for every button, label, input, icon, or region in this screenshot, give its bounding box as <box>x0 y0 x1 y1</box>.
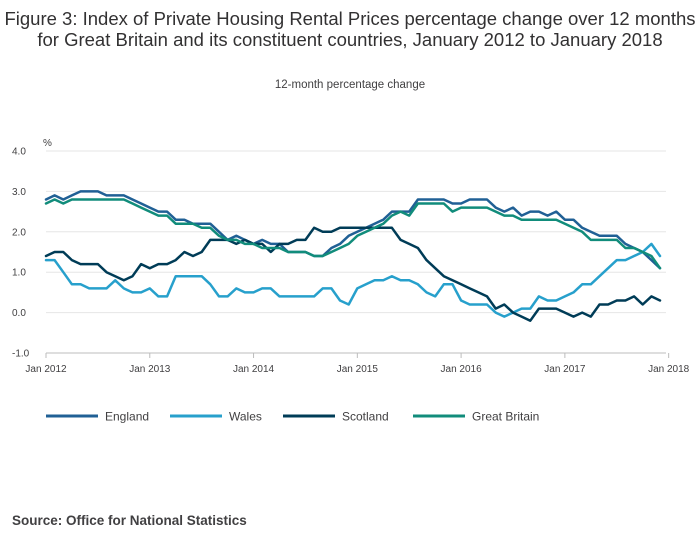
legend-label-england: England <box>105 410 149 424</box>
x-tick-label: Jan 2012 <box>25 364 67 375</box>
y-axis-label: % <box>43 138 52 149</box>
series-line-great-britain <box>44 198 662 270</box>
chart-subtitle: 12-month percentage change <box>274 79 426 91</box>
series-lines <box>44 190 662 322</box>
x-tick-label: Jan 2016 <box>441 364 483 375</box>
series-line-scotland <box>44 226 662 322</box>
y-tick-label: 4.0 <box>12 147 26 158</box>
y-tick-label: 0.0 <box>12 308 26 319</box>
series-line-wales <box>44 242 662 318</box>
axes: 4.0 3.0 2.0 1.0 0.0 -1.0% Jan 2012 Jan 2013 Jan … <box>12 138 690 375</box>
legend-label-wales: Wales <box>229 410 262 424</box>
line-chart: 4.0 3.0 2.0 1.0 0.0 -1.0% Jan 2012 Jan 2013 Jan … <box>12 138 690 424</box>
y-tick-label: 2.0 <box>12 227 26 238</box>
legend: England Wales Scotland Great Britain <box>46 410 539 424</box>
series-line-england <box>44 190 662 270</box>
y-tick-label: 1.0 <box>12 268 26 279</box>
y-tick-label: -1.0 <box>12 349 30 360</box>
legend-label-great-britain: Great Britain <box>472 410 539 424</box>
y-tick-label: 3.0 <box>12 187 26 198</box>
chart-title: Figure 3: Index of Private Housing Renta… <box>4 8 696 50</box>
x-tick-label: Jan 2014 <box>233 364 275 375</box>
legend-label-scotland: Scotland <box>342 410 389 424</box>
source-note: Source: Office for National Statistics <box>12 513 247 528</box>
x-tick-label: Jan 2018 <box>648 364 690 375</box>
x-tick-label: Jan 2013 <box>129 364 171 375</box>
x-tick-label: Jan 2017 <box>544 364 586 375</box>
x-tick-label: Jan 2015 <box>337 364 379 375</box>
